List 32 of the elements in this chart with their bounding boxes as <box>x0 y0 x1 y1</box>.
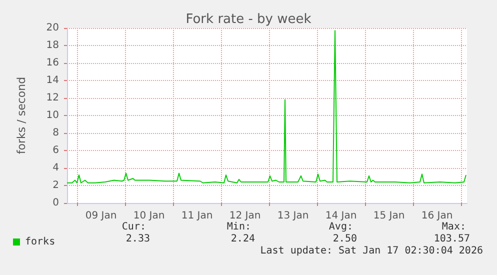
x-tick-label: 15 Jan <box>373 210 405 222</box>
y-tick-label: 0 <box>52 198 59 208</box>
legend-label: forks <box>25 236 56 248</box>
x-tick-label: 11 Jan <box>181 210 213 222</box>
x-tick-label: 09 Jan <box>85 210 117 222</box>
x-tick-label: 13 Jan <box>277 210 309 222</box>
chart-title: Fork rate - by week <box>186 12 312 27</box>
y-tick-label: 4 <box>52 162 59 174</box>
y-tick-label: 14 <box>46 75 59 86</box>
x-tick-label: 10 Jan <box>133 210 165 222</box>
text: 2.33 <box>126 234 150 244</box>
y-tick-label: 20 <box>46 22 59 34</box>
x-tick-label: 16 Jan <box>421 210 453 222</box>
text: Last update: Sat Jan 17 02:30:04 2026 <box>260 246 483 256</box>
text: Min: <box>226 222 251 232</box>
x-tick-label: 12 Jan <box>229 210 261 222</box>
text: Avg: <box>328 222 353 232</box>
line-series <box>66 30 466 184</box>
y-tick-label: 8 <box>52 128 59 138</box>
y-axis-title: forks / second <box>15 76 28 154</box>
text: 103.57 <box>434 234 470 244</box>
y-tick-label: 2 <box>52 180 59 191</box>
y-tick-label: 6 <box>52 145 59 156</box>
y-tick-label: 16 <box>46 58 59 68</box>
text: 2.50 <box>332 234 357 244</box>
x-tick-label: 14 Jan <box>325 210 357 222</box>
text: Max: <box>442 222 466 232</box>
y-tick-label: 18 <box>46 40 59 51</box>
y-tick-label: 10 <box>46 110 59 121</box>
text: 2.24 <box>230 234 255 244</box>
y-tick-label: 12 <box>46 92 59 104</box>
text: Cur: <box>122 222 146 232</box>
